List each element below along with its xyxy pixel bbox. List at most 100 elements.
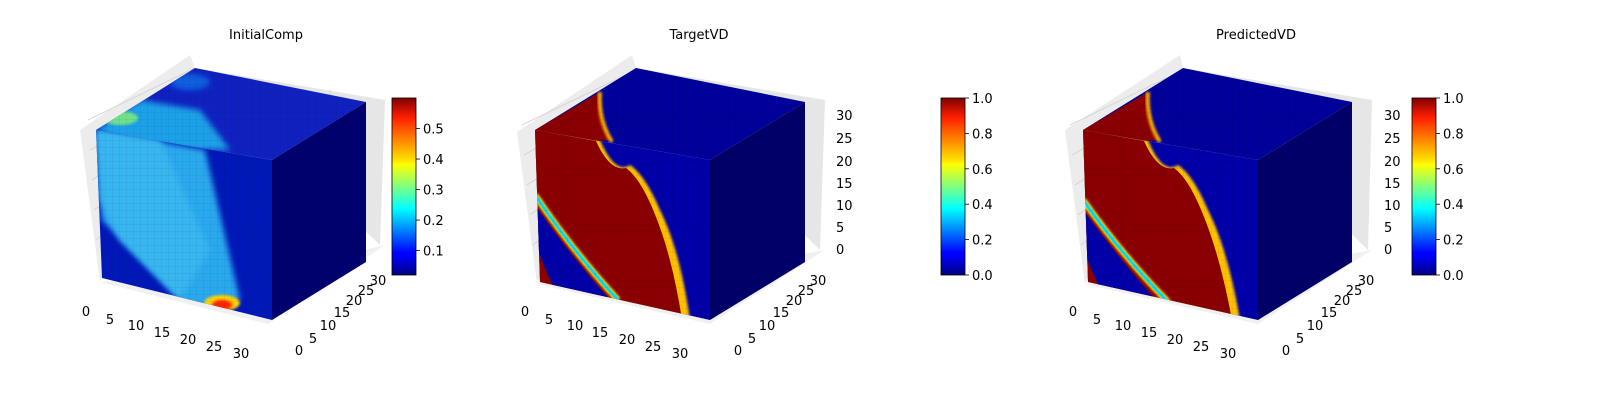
y-tick: 20 <box>346 294 363 309</box>
z-tick: 5 <box>836 221 844 236</box>
colorbar-ticks: 0.0 0.2 0.4 0.6 0.8 1.0 <box>1436 92 1464 284</box>
colorbar-tick-label: 0.6 <box>972 163 993 178</box>
y-tick: 25 <box>798 284 815 299</box>
x-tick: 10 <box>128 319 145 334</box>
panel-targetvd: TargetVD <box>517 28 993 362</box>
z-tick: 10 <box>1384 199 1401 214</box>
colorbar-tick-label: 0.2 <box>972 234 993 249</box>
colorbar-gradient <box>391 97 417 276</box>
colorbar-ticks: 0.1 0.2 0.3 0.4 0.5 <box>416 123 444 260</box>
y-tick: 20 <box>786 294 803 309</box>
y-tick: 30 <box>1358 274 1375 289</box>
colorbar-ticks: 0.0 0.2 0.4 0.6 0.8 1.0 <box>965 92 993 284</box>
z-tick: 5 <box>1384 221 1392 236</box>
y-tick: 15 <box>773 306 790 321</box>
x-tick: 5 <box>106 313 114 328</box>
x-tick: 0 <box>1069 305 1077 320</box>
colorbar-tick-label: 0.2 <box>1443 234 1464 249</box>
colorbar: 0.1 0.2 0.3 0.4 0.5 <box>391 97 444 276</box>
y-tick: 5 <box>748 332 756 347</box>
chart-title: InitialComp <box>229 28 303 43</box>
colorbar-tick-label: 0.6 <box>1443 163 1464 178</box>
x-axis-ticks: 0 5 10 15 20 25 30 <box>521 305 688 362</box>
x-tick: 0 <box>521 305 529 320</box>
x-tick: 10 <box>1115 319 1132 334</box>
x-tick: 20 <box>619 333 636 348</box>
x-tick: 30 <box>1220 347 1237 362</box>
colorbar-tick-label: 0.3 <box>423 184 444 199</box>
y-tick: 10 <box>320 319 337 334</box>
colorbar: 0.0 0.2 0.4 0.6 0.8 1.0 <box>940 92 993 284</box>
y-tick: 0 <box>295 344 303 359</box>
x-axis-ticks: 0 5 10 15 20 25 30 <box>82 305 249 362</box>
z-axis-ticks: 0 5 10 15 20 25 30 <box>836 109 853 258</box>
colorbar-tick-label: 1.0 <box>1443 92 1464 107</box>
colorbar-tick-label: 0.4 <box>423 153 444 168</box>
y-tick: 15 <box>334 306 351 321</box>
z-tick: 30 <box>836 109 853 124</box>
y-tick: 25 <box>1346 284 1363 299</box>
x-tick: 25 <box>645 340 662 355</box>
z-tick: 20 <box>836 155 853 170</box>
x-tick: 5 <box>1093 313 1101 328</box>
colorbar-gradient <box>940 97 966 276</box>
z-tick: 15 <box>1384 177 1401 192</box>
colorbar-tick-label: 0.1 <box>423 245 444 260</box>
chart-title: TargetVD <box>668 28 728 43</box>
colorbar-tick-label: 0.2 <box>423 214 444 229</box>
x-tick: 15 <box>154 326 171 341</box>
colorbar-gradient <box>1411 97 1437 276</box>
y-tick: 20 <box>1334 294 1351 309</box>
y-axis-ticks: 0 5 10 15 20 25 30 <box>295 274 386 359</box>
y-tick: 0 <box>1282 344 1290 359</box>
colorbar-tick-label: 0.4 <box>1443 198 1464 213</box>
x-tick: 0 <box>82 305 90 320</box>
colorbar-tick-label: 0.8 <box>1443 127 1464 142</box>
x-tick: 15 <box>1141 326 1158 341</box>
z-tick: 10 <box>836 199 853 214</box>
z-axis-ticks: 0 5 10 15 20 25 30 <box>1384 109 1401 258</box>
z-tick: 0 <box>1384 243 1392 258</box>
y-tick: 25 <box>358 284 375 299</box>
colorbar: 0.0 0.2 0.4 0.6 0.8 1.0 <box>1411 92 1464 284</box>
y-axis-ticks: 0 5 10 15 20 25 30 <box>734 274 826 359</box>
y-axis-ticks: 0 5 10 15 20 25 30 <box>1282 274 1374 359</box>
colorbar-tick-label: 0.0 <box>972 269 993 284</box>
x-tick: 25 <box>1193 340 1210 355</box>
y-tick: 0 <box>734 344 742 359</box>
x-axis-ticks: 0 5 10 15 20 25 30 <box>1069 305 1236 362</box>
panel-initialcomp: InitialComp <box>80 28 444 362</box>
voxel-cube <box>1083 68 1352 320</box>
colorbar-tick-label: 0.8 <box>972 127 993 142</box>
y-tick: 10 <box>759 319 776 334</box>
chart-title: PredictedVD <box>1216 28 1296 43</box>
x-tick: 25 <box>206 340 223 355</box>
panel-predictedvd: PredictedVD <box>1065 28 1464 362</box>
voxel-cube <box>535 68 805 320</box>
x-tick: 30 <box>233 347 250 362</box>
x-tick: 5 <box>545 313 553 328</box>
colorbar-tick-label: 1.0 <box>972 92 993 107</box>
x-tick: 10 <box>567 319 584 334</box>
x-tick: 20 <box>1167 333 1184 348</box>
colorbar-tick-label: 0.5 <box>423 123 444 138</box>
y-tick: 30 <box>370 274 387 289</box>
x-tick: 15 <box>592 326 609 341</box>
z-tick: 30 <box>1384 109 1401 124</box>
z-tick: 20 <box>1384 155 1401 170</box>
y-tick: 30 <box>810 274 827 289</box>
z-tick: 15 <box>836 177 853 192</box>
y-tick: 5 <box>309 332 317 347</box>
y-tick: 15 <box>1321 306 1338 321</box>
colorbar-tick-label: 0.4 <box>972 198 993 213</box>
colorbar-tick-label: 0.0 <box>1443 269 1464 284</box>
z-tick: 25 <box>836 132 853 147</box>
z-tick: 0 <box>836 243 844 258</box>
y-tick: 5 <box>1296 332 1304 347</box>
y-tick: 10 <box>1307 319 1324 334</box>
x-tick: 30 <box>672 347 689 362</box>
voxel-cube <box>96 68 366 320</box>
x-tick: 20 <box>180 333 197 348</box>
z-tick: 25 <box>1384 132 1401 147</box>
